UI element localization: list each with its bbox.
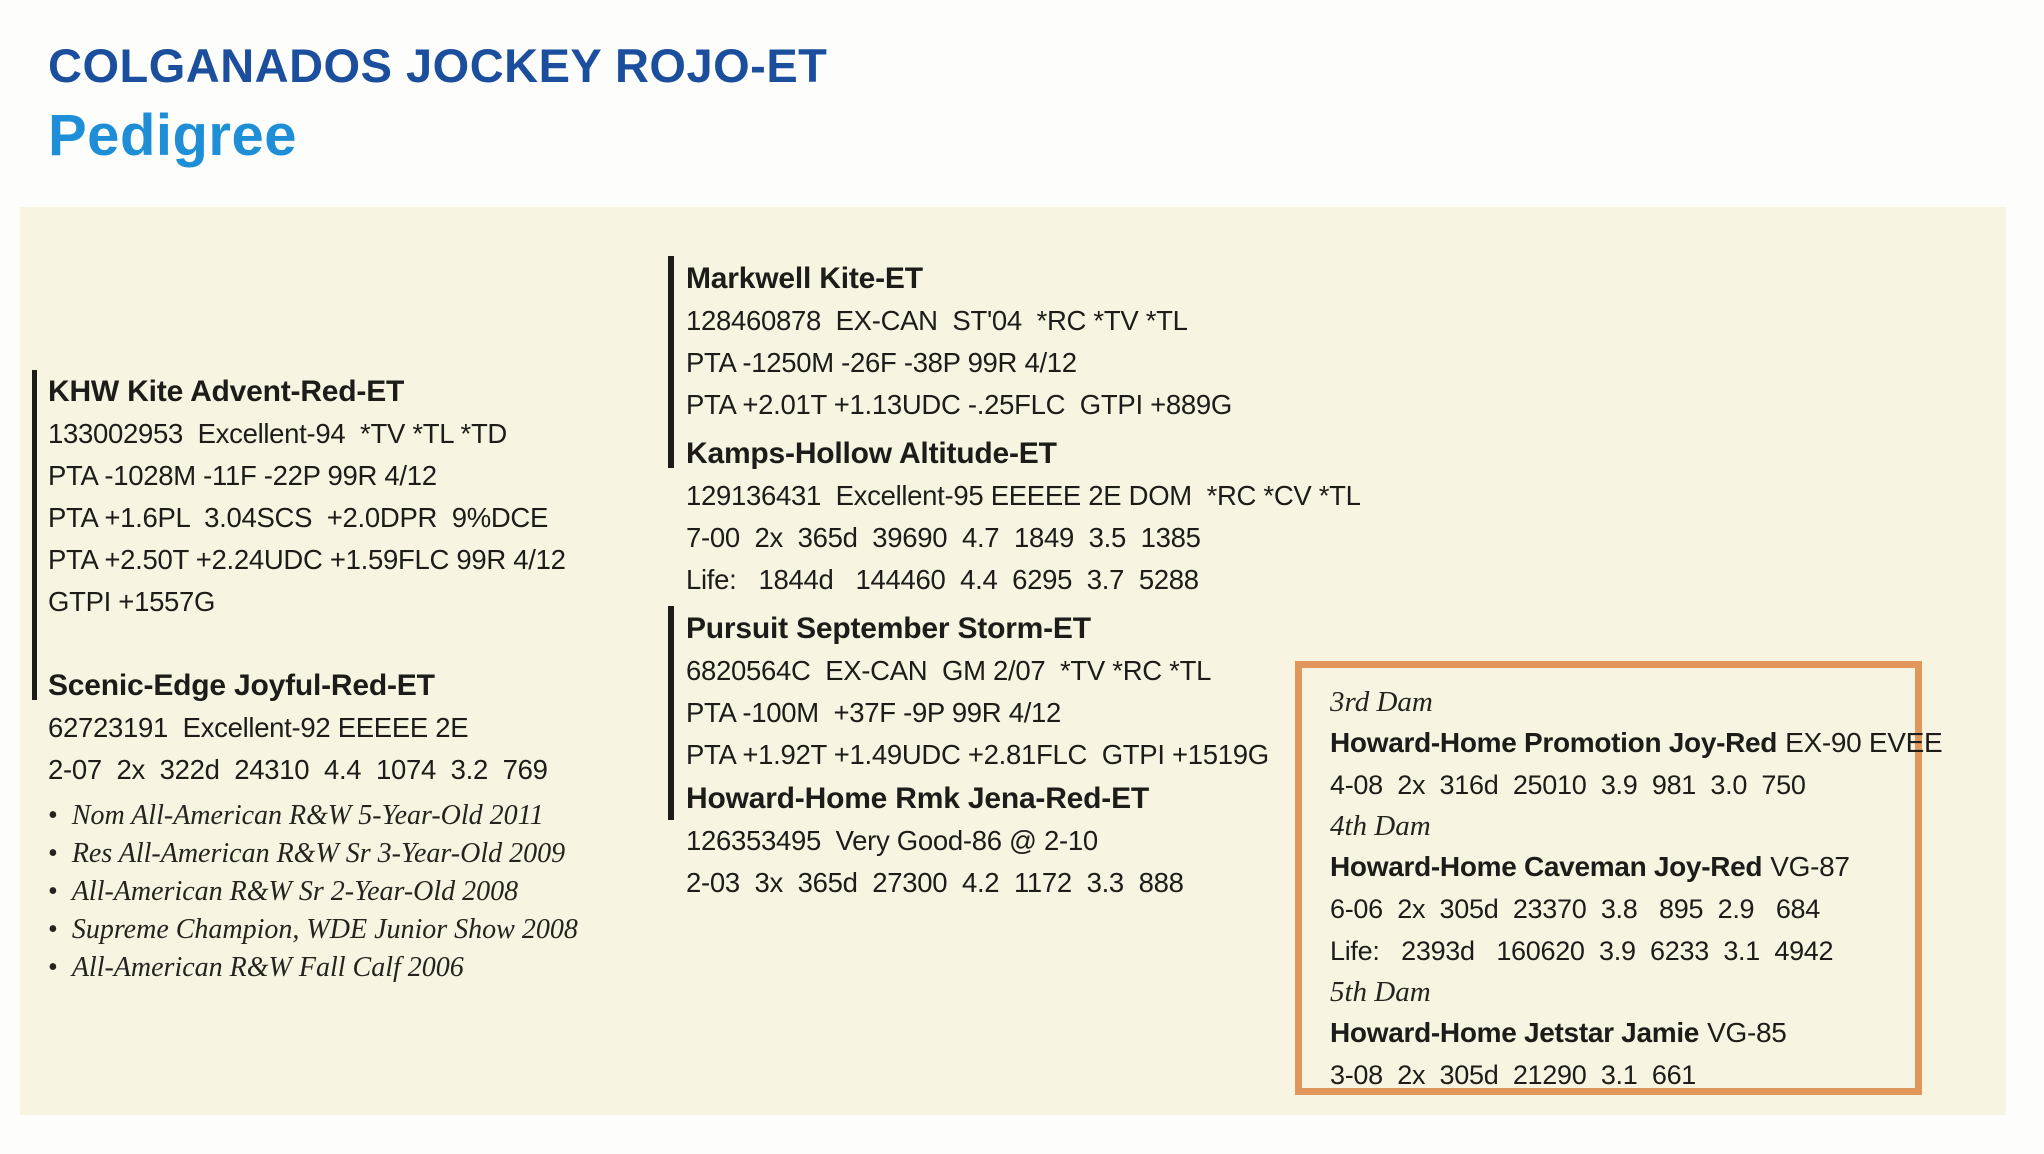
third-dam-label: 3rd Dam bbox=[1330, 686, 1433, 718]
award-item: Supreme Champion, WDE Junior Show 2008 bbox=[48, 911, 578, 949]
sire-sire-block: Markwell Kite-ET 128460878 EX-CAN ST'04 … bbox=[686, 257, 1232, 426]
fourth-dam-rating: VG-87 bbox=[1770, 851, 1850, 882]
third-dam-name: Howard-Home Promotion Joy-Red bbox=[1330, 727, 1778, 758]
fourth-dam-data-line: 6-06 2x 305d 23370 3.8 895 2.9 684 bbox=[1330, 894, 1820, 924]
sire-dam-data-line: Life: 1844d 144460 4.4 6295 3.7 5288 bbox=[686, 564, 1199, 595]
dam-block: Scenic-Edge Joyful-Red-ET 62723191 Excel… bbox=[48, 664, 578, 987]
page-title: COLGANADOS JOCKEY ROJO-ET bbox=[48, 39, 828, 92]
dam-sire-data-line: PTA -100M +37F -9P 99R 4/12 bbox=[686, 697, 1062, 728]
maternal-grandparents-bracket-line bbox=[668, 606, 674, 820]
sire-data-line: GTPI +1557G bbox=[48, 586, 216, 617]
sire-dam-data-line: 129136431 Excellent-95 EEEEE 2E DOM *RC … bbox=[686, 480, 1361, 511]
fourth-dam-data-line: Life: 2393d 160620 3.9 6233 3.1 4942 bbox=[1330, 936, 1834, 966]
dam-dam-block: Howard-Home Rmk Jena-Red-ET 126353495 Ve… bbox=[686, 777, 1184, 904]
maternal-line-box: 3rd Dam Howard-Home Promotion Joy-Red EX-… bbox=[1295, 661, 1943, 1095]
third-dam-name-line: Howard-Home Promotion Joy-Red EX-90 EVEE bbox=[1330, 722, 1943, 764]
dam-dam-data-line: 126353495 Very Good-86 @ 2-10 bbox=[686, 825, 1098, 856]
sire-data-line: PTA +2.50T +2.24UDC +1.59FLC 99R 4/12 bbox=[48, 544, 566, 575]
fifth-dam-name-line: Howard-Home Jetstar Jamie VG-85 bbox=[1330, 1012, 1905, 1054]
fifth-dam-data-line: 3-08 2x 305d 21290 3.1 661 bbox=[1330, 1060, 1696, 1090]
sire-data-line: 133002953 Excellent-94 *TV *TL *TD bbox=[48, 418, 507, 449]
fourth-dam-name: Howard-Home Caveman Joy-Red bbox=[1330, 851, 1763, 882]
sire-dam-data-line: 7-00 2x 365d 39690 4.7 1849 3.5 1385 bbox=[686, 522, 1201, 553]
fifth-dam-name: Howard-Home Jetstar Jamie bbox=[1330, 1017, 1700, 1048]
award-item: All-American R&W Fall Calf 2006 bbox=[48, 949, 578, 987]
sire-block: KHW Kite Advent-Red-ET 133002953 Excelle… bbox=[48, 370, 566, 623]
fourth-dam-name-line: Howard-Home Caveman Joy-Red VG-87 bbox=[1330, 846, 1905, 888]
third-dam-data-line: 4-08 2x 316d 25010 3.9 981 3.0 750 bbox=[1330, 770, 1806, 800]
paternal-grandparents-bracket-line bbox=[668, 256, 674, 468]
dam-sire-name: Pursuit September Storm-ET bbox=[686, 612, 1091, 645]
fifth-dam-rating: VG-85 bbox=[1707, 1017, 1787, 1048]
dam-awards-list: Nom All-American R&W 5-Year-Old 2011 Res… bbox=[48, 797, 578, 987]
fifth-dam-label: 5th Dam bbox=[1330, 976, 1431, 1008]
award-item: All-American R&W Sr 2-Year-Old 2008 bbox=[48, 873, 578, 911]
fourth-dam-label: 4th Dam bbox=[1330, 810, 1431, 842]
page-subtitle: Pedigree bbox=[48, 103, 297, 168]
dam-sire-data-line: 6820564C EX-CAN GM 2/07 *TV *RC *TL bbox=[686, 655, 1212, 686]
dam-dam-name: Howard-Home Rmk Jena-Red-ET bbox=[686, 782, 1150, 815]
sire-name: KHW Kite Advent-Red-ET bbox=[48, 375, 405, 408]
sire-data-line: PTA +1.6PL 3.04SCS +2.0DPR 9%DCE bbox=[48, 502, 549, 533]
dam-sire-data-line: PTA +1.92T +1.49UDC +2.81FLC GTPI +1519G bbox=[686, 739, 1269, 770]
sire-dam-bracket-line bbox=[32, 370, 37, 700]
dam-data-line: 62723191 Excellent-92 EEEEE 2E bbox=[48, 712, 469, 743]
sire-sire-data-line: PTA -1250M -26F -38P 99R 4/12 bbox=[686, 347, 1077, 378]
dam-dam-data-line: 2-03 3x 365d 27300 4.2 1172 3.3 888 bbox=[686, 867, 1184, 898]
sire-sire-name: Markwell Kite-ET bbox=[686, 262, 923, 295]
sire-sire-data-line: PTA +2.01T +1.13UDC -.25FLC GTPI +889G bbox=[686, 389, 1232, 420]
award-item: Res All-American R&W Sr 3-Year-Old 2009 bbox=[48, 835, 578, 873]
dam-name: Scenic-Edge Joyful-Red-ET bbox=[48, 669, 435, 702]
sire-dam-name: Kamps-Hollow Altitude-ET bbox=[686, 437, 1057, 470]
dam-sire-block: Pursuit September Storm-ET 6820564C EX-C… bbox=[686, 607, 1269, 776]
third-dam-rating: EX-90 EVEE bbox=[1785, 727, 1943, 758]
sire-data-line: PTA -1028M -11F -22P 99R 4/12 bbox=[48, 460, 437, 491]
sire-dam-block: Kamps-Hollow Altitude-ET 129136431 Excel… bbox=[686, 432, 1361, 601]
dam-data-line: 2-07 2x 322d 24310 4.4 1074 3.2 769 bbox=[48, 754, 548, 785]
sire-sire-data-line: 128460878 EX-CAN ST'04 *RC *TV *TL bbox=[686, 305, 1188, 336]
award-item: Nom All-American R&W 5-Year-Old 2011 bbox=[48, 797, 578, 835]
